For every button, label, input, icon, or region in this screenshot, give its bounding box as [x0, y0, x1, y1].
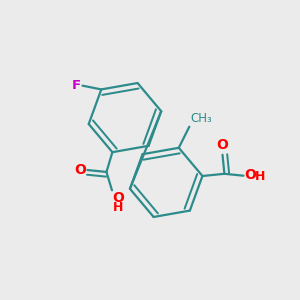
Text: CH₃: CH₃ — [191, 112, 212, 125]
Text: O: O — [74, 163, 86, 177]
Text: O: O — [244, 168, 256, 182]
Text: H: H — [112, 201, 123, 214]
Text: F: F — [72, 79, 81, 92]
Text: O: O — [112, 191, 124, 205]
Text: O: O — [217, 138, 228, 152]
Text: H: H — [255, 170, 265, 183]
